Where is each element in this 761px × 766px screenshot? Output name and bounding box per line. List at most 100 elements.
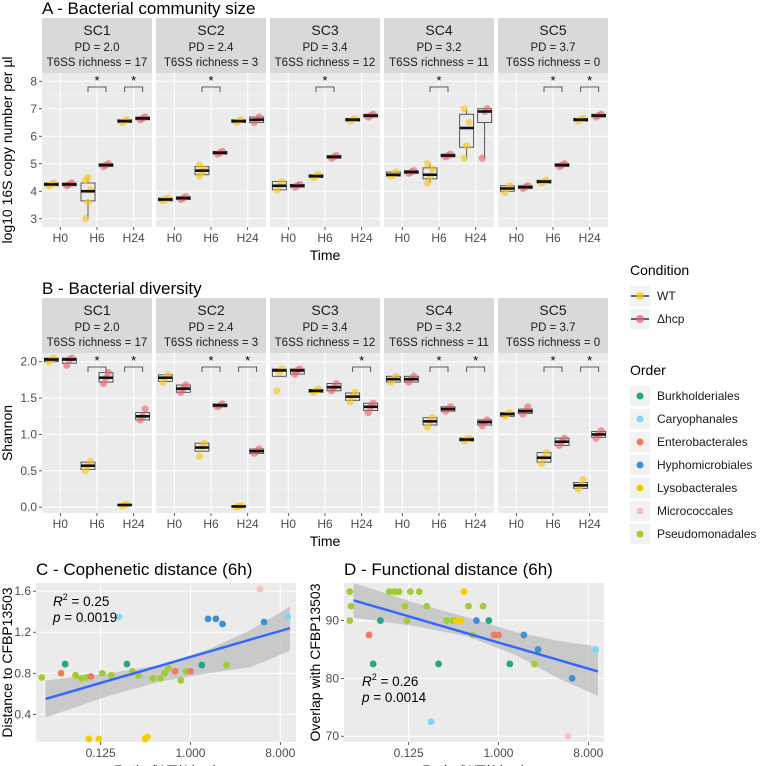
significance-bracket xyxy=(543,366,563,372)
significance-bracket xyxy=(580,86,600,92)
data-point-wt xyxy=(195,452,204,460)
data-point xyxy=(157,675,164,682)
y-axis-title: Shannon xyxy=(0,405,15,461)
x-tick-label: H6 xyxy=(431,231,447,245)
data-point xyxy=(256,585,264,593)
facet-label: SC4 xyxy=(425,22,452,38)
facet-pd: PD = 2.0 xyxy=(74,322,119,334)
facet-strip xyxy=(498,298,608,353)
facet-sc1: SC1 PD = 2.0 T6SS richness = 17 H0 * H6 * H24 xyxy=(42,18,152,245)
data-point xyxy=(495,631,502,639)
data-point-hcp xyxy=(560,434,569,442)
data-point xyxy=(219,620,226,628)
x-tick-label: H6 xyxy=(317,517,333,531)
x-tick-label: H0 xyxy=(395,517,411,531)
data-point-hcp xyxy=(524,403,532,411)
data-point xyxy=(460,588,468,596)
x-tick-label: 8.000 xyxy=(573,746,603,760)
regression-line xyxy=(45,626,291,701)
data-point xyxy=(123,660,131,668)
data-point-hcp xyxy=(182,381,190,389)
significance-bracket xyxy=(201,366,221,372)
y-tick-label: 80 xyxy=(326,671,340,685)
panel-a: A - Bacterial community size SC1 PD = 2.0 T… xyxy=(0,0,608,263)
significance-bracket xyxy=(87,86,107,92)
facet-t6ss-richness: T6SS richness = 11 xyxy=(389,337,489,349)
significance-star: * xyxy=(208,353,213,368)
facet-pd: PD = 3.7 xyxy=(530,322,575,334)
y-axis-title: log10 16S copy number per µl xyxy=(0,56,15,243)
facet-strip xyxy=(156,298,266,353)
x-tick-label: H6 xyxy=(203,517,219,531)
data-point xyxy=(531,660,538,668)
x-tick-label: H6 xyxy=(545,231,561,245)
significance-bracket xyxy=(429,366,449,372)
data-point-hcp xyxy=(63,361,71,369)
facet-sc3: SC3 PD = 3.4 T6SS richness = 12 H0 H6 * H24 xyxy=(270,298,380,531)
y-axis-title: Distance to CFBP13503 xyxy=(0,587,15,737)
x-tick-label: H6 xyxy=(317,231,333,245)
significance-star: * xyxy=(473,353,478,368)
data-point-wt xyxy=(423,423,432,431)
data-point xyxy=(161,669,169,677)
significance-star: * xyxy=(131,353,136,368)
facet-strip xyxy=(270,18,380,73)
panel-c: C - Cophenetic distance (6h) 0.4 0.8 1.2 1.6… xyxy=(0,560,296,766)
data-point xyxy=(177,677,185,684)
data-point xyxy=(406,588,414,596)
x-tick-label: H24 xyxy=(123,231,145,245)
regression-line xyxy=(353,599,599,673)
significance-star: * xyxy=(208,73,213,88)
x-tick-label: H0 xyxy=(167,231,183,245)
x-tick-label: H0 xyxy=(509,231,525,245)
facet-label: SC5 xyxy=(539,22,566,38)
y-tick-label: 1.6 xyxy=(14,584,31,598)
p-value-label: p = 0.0019 xyxy=(52,610,117,625)
data-point xyxy=(187,667,194,675)
facet-t6ss-richness: T6SS richness = 3 xyxy=(164,337,258,349)
data-point-hcp xyxy=(478,154,486,162)
facet-pd: PD = 2.0 xyxy=(74,42,119,54)
legend-key-point xyxy=(636,415,644,423)
legend-label: Caryophanales xyxy=(657,412,738,426)
data-point xyxy=(198,661,206,669)
data-point-wt xyxy=(278,178,286,186)
data-point-wt xyxy=(542,449,551,457)
data-point xyxy=(115,613,123,621)
panel-title: B - Bacterial diversity xyxy=(42,279,202,298)
facet-label: SC2 xyxy=(197,22,224,38)
facet-label: SC4 xyxy=(425,302,452,318)
data-point-wt xyxy=(81,215,90,223)
p-value-label: p = 0.0014 xyxy=(361,690,427,705)
x-tick-label: H24 xyxy=(465,517,487,531)
facet-t6ss-richness: T6SS richness = 12 xyxy=(275,57,376,69)
legend-label: WT xyxy=(657,289,676,303)
legend-label: Δhcp xyxy=(657,312,685,326)
panel-title: C - Cophenetic distance (6h) xyxy=(36,560,252,579)
y-tick-label: 1.0 xyxy=(20,427,37,441)
facet-sc3: SC3 PD = 3.4 T6SS richness = 12 H0 * H6 H24 xyxy=(270,18,380,245)
data-point-wt xyxy=(273,387,281,395)
facet-pd: PD = 3.4 xyxy=(302,322,348,334)
y-tick-label: 0.0 xyxy=(20,500,37,514)
significance-star: * xyxy=(322,73,327,88)
y-tick-label: 8 xyxy=(30,74,37,88)
facet-strip xyxy=(498,18,608,73)
y-tick-label: 1.2 xyxy=(14,625,31,639)
panel-d: D - Functional distance (6h) 70 80 90 0.125 1… xyxy=(307,560,604,766)
data-point-hcp xyxy=(99,379,108,388)
data-point xyxy=(479,602,487,610)
facet-strip xyxy=(42,18,152,73)
data-point xyxy=(212,615,220,623)
y-tick-label: 7 xyxy=(30,102,37,116)
legend-key-point xyxy=(636,484,644,492)
legend: Condition WT Δhcp Order Burkholderiales Caryo… xyxy=(630,262,756,544)
legend-label: Pseudomonadales xyxy=(657,527,756,541)
legend-label: Enterobacterales xyxy=(657,435,748,449)
significance-bracket xyxy=(429,86,449,92)
facet-strip xyxy=(384,18,494,73)
significance-star: * xyxy=(359,353,364,368)
data-point-wt xyxy=(460,154,468,162)
significance-bracket xyxy=(87,366,107,372)
data-point xyxy=(506,660,514,668)
